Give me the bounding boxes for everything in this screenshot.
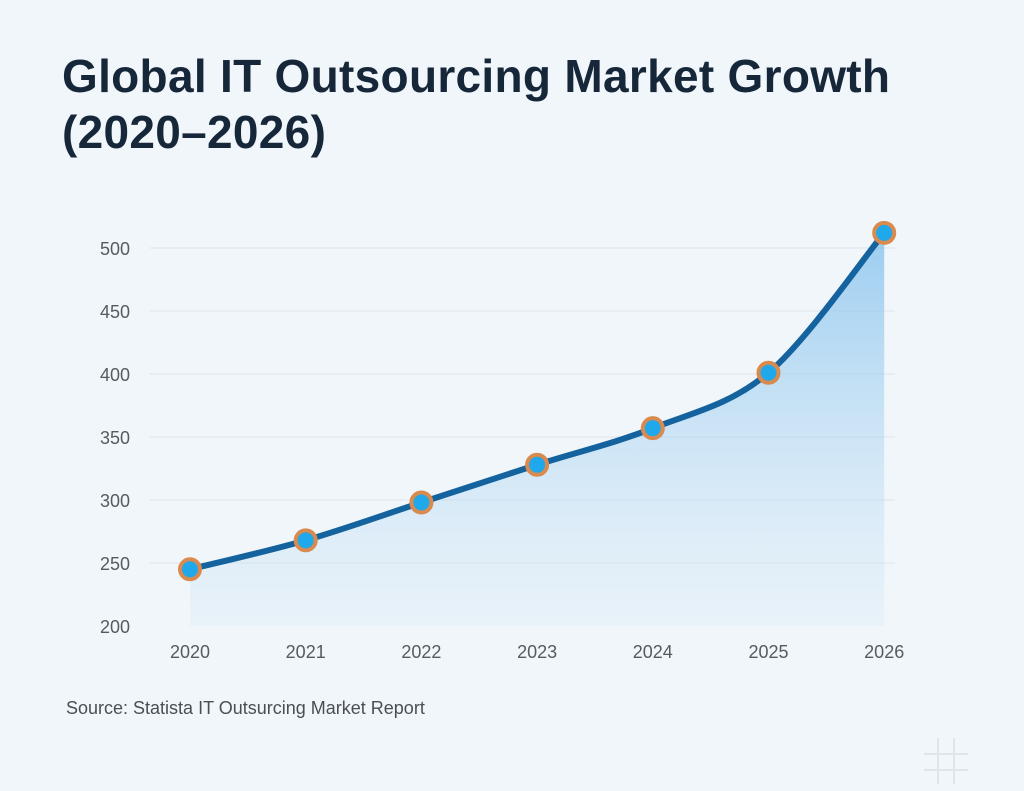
y-tick-label: 400	[100, 365, 130, 385]
y-tick-label: 250	[100, 554, 130, 574]
x-tick-label: 2021	[286, 642, 326, 662]
grid-watermark-icon	[924, 738, 968, 784]
y-tick-label: 300	[100, 491, 130, 511]
data-point-2026	[872, 220, 897, 245]
x-tick-label: 2022	[401, 642, 441, 662]
y-tick-label: 450	[100, 302, 130, 322]
data-point-2022	[409, 490, 434, 515]
data-point-2021	[293, 528, 318, 553]
data-point-2024	[640, 416, 665, 441]
x-tick-label: 2024	[633, 642, 673, 662]
x-tick-label: 2020	[170, 642, 210, 662]
chart-title: Global IT Outsourcing Market Growth (202…	[62, 50, 891, 158]
x-tick-label: 2023	[517, 642, 557, 662]
y-tick-label: 350	[100, 428, 130, 448]
y-tick-label: 200	[100, 617, 130, 637]
x-tick-label: 2025	[748, 642, 788, 662]
source-note: Source: Statista IT Outsurcing Market Re…	[66, 698, 425, 718]
area-fill	[190, 232, 885, 626]
data-point-2023	[525, 452, 550, 477]
data-point-2020	[178, 557, 202, 582]
data-point-2025	[756, 360, 781, 385]
x-tick-label: 2026	[864, 642, 904, 662]
y-tick-label: 500	[100, 239, 130, 259]
